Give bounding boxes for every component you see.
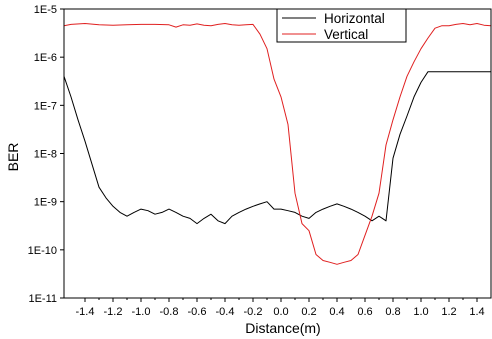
x-axis: -1.4 -1.2 -1.0 -0.8 -0.6 -0.4 -0.2 0.0 0.2 0.4 0.6… [76, 298, 485, 318]
x-tick-label: 0.8 [385, 306, 400, 318]
plot-background [64, 9, 491, 298]
y-axis: 1E-11 1E-10 1E-9 1E-8 1E-7 1E-6 1E-5 [28, 4, 64, 305]
y-tick-label: 1E-11 [28, 293, 57, 305]
x-tick-label: 0.6 [357, 306, 372, 318]
x-tick-label: 0.0 [273, 306, 288, 318]
legend-label-vertical: Vertical [324, 27, 368, 42]
x-tick-label: -0.2 [244, 306, 263, 318]
y-tick-label: 1E-9 [34, 197, 57, 209]
x-tick-label: -1.4 [76, 306, 95, 318]
plot-area [64, 9, 491, 298]
y-axis-title: BER [5, 143, 21, 172]
y-tick-label: 1E-10 [28, 245, 57, 257]
y-tick-label: 1E-5 [34, 4, 57, 16]
x-tick-label: -0.4 [216, 306, 235, 318]
x-tick-label: 0.4 [329, 306, 344, 318]
series-line-vertical [63, 23, 492, 265]
x-tick-label: -1.0 [132, 306, 151, 318]
legend-label-horizontal: Horizontal [324, 11, 385, 26]
x-tick-label: 1.0 [413, 306, 428, 318]
series-line-horizontal [63, 71, 491, 225]
x-tick-label: -1.2 [104, 306, 123, 318]
x-tick-label: -0.6 [188, 306, 207, 318]
y-tick-label: 1E-6 [34, 52, 57, 64]
y-tick-label: 1E-8 [34, 149, 57, 161]
x-tick-label: -0.8 [160, 306, 179, 318]
x-tick-label: 1.2 [441, 306, 456, 318]
x-axis-title: Distance(m) [245, 320, 320, 336]
series-layer [63, 23, 492, 265]
legend-box [276, 8, 407, 43]
y-tick-label: 1E-7 [34, 100, 57, 112]
x-tick-label: 0.2 [301, 306, 316, 318]
x-tick-label: 1.4 [469, 306, 484, 318]
